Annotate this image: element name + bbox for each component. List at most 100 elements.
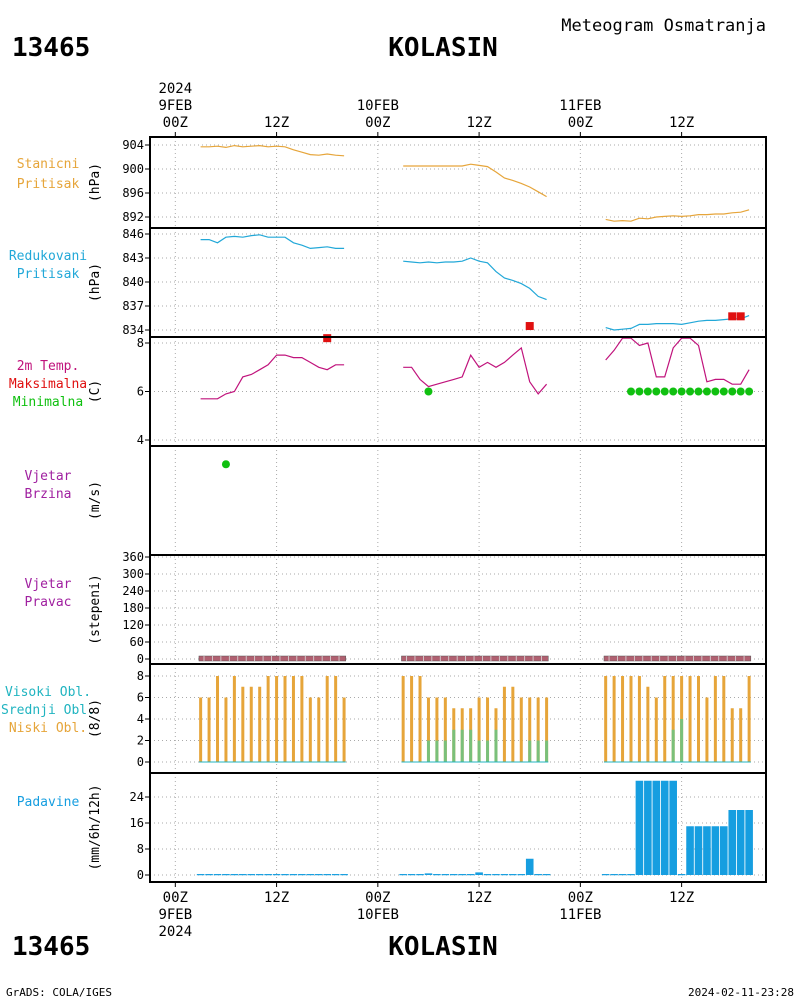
y-tick-label: 300 xyxy=(122,567,144,581)
precip-bar xyxy=(542,874,551,876)
panel-unit-label: (hPa) xyxy=(88,163,103,202)
panel-label: Pritisak xyxy=(17,267,80,282)
mid-cloud-bar xyxy=(671,729,675,762)
low-cloud-bar xyxy=(713,676,717,762)
low-cloud-bar xyxy=(637,676,641,762)
low-cloud-bar xyxy=(291,676,295,762)
precip-bar xyxy=(618,874,627,876)
y-tick-label: 900 xyxy=(122,162,144,176)
low-cloud-bar xyxy=(216,676,220,762)
panel-label: Stanicni xyxy=(17,157,80,172)
y-tick-label: 8 xyxy=(137,336,144,350)
low-cloud-bar xyxy=(629,676,633,762)
low-cloud-bar xyxy=(325,676,329,762)
precip-bar xyxy=(458,874,467,876)
panel-label: Vjetar xyxy=(25,577,72,592)
panel-label: Minimalna xyxy=(13,395,83,410)
precip-bar xyxy=(728,810,737,875)
precip-bar xyxy=(399,874,407,876)
precip-bar xyxy=(677,874,686,876)
precip-bar xyxy=(314,874,323,876)
low-cloud-bar xyxy=(435,697,439,762)
precip-bar xyxy=(306,874,315,876)
low-cloud-bar xyxy=(275,676,279,762)
precip-bar xyxy=(652,780,661,875)
precip-bar xyxy=(331,874,340,876)
low-cloud-bar xyxy=(317,697,321,762)
precip-bar xyxy=(686,826,694,875)
y-tick-label: 892 xyxy=(122,210,144,224)
tmin-marker xyxy=(635,387,644,396)
precip-bar xyxy=(196,874,205,876)
time-label-date-top: 9FEB xyxy=(158,98,192,114)
temperature-line xyxy=(403,346,548,395)
mid-cloud-bar xyxy=(528,740,532,762)
mid-cloud-bar xyxy=(460,729,464,762)
y-tick-label: 180 xyxy=(122,601,144,615)
precip-bar xyxy=(644,780,652,875)
y-tick-label: 60 xyxy=(130,635,144,649)
tmin-marker xyxy=(719,387,728,396)
time-label-hour-bottom: 12Z xyxy=(264,890,289,906)
tmax-marker xyxy=(736,312,745,321)
time-label-date-bottom: 11FEB xyxy=(559,907,601,923)
meteogram-title: Meteogram Osmatranja xyxy=(561,16,766,36)
low-cloud-bar xyxy=(266,676,270,762)
low-cloud-bar xyxy=(418,676,422,762)
mid-cloud-bar xyxy=(443,740,447,762)
y-tick-label: 4 xyxy=(137,433,144,447)
tmin-marker xyxy=(745,387,754,396)
precip-bar xyxy=(517,874,526,876)
panel-label: Niski Obl. xyxy=(9,721,87,736)
precip-bar xyxy=(255,874,264,876)
tmin-marker xyxy=(702,387,711,396)
low-cloud-bar xyxy=(224,697,228,762)
wind-direction-bar xyxy=(198,655,347,662)
station_pressure-line xyxy=(200,144,345,157)
tmin-marker xyxy=(643,387,652,396)
low-cloud-bar xyxy=(258,686,262,762)
station_pressure-line xyxy=(605,209,750,222)
panel-unit-label: (hPa) xyxy=(88,263,103,302)
low-cloud-bar xyxy=(300,676,304,762)
reduced_pressure-line xyxy=(403,257,547,301)
low-cloud-bar xyxy=(671,676,675,762)
mid-cloud-bar xyxy=(680,719,684,762)
low-cloud-bar xyxy=(536,697,540,762)
precip-bar xyxy=(627,874,635,876)
y-tick-label: 904 xyxy=(122,138,144,152)
y-tick-label: 6 xyxy=(137,691,144,705)
station-id-top: 13465 xyxy=(12,33,90,63)
y-tick-label: 0 xyxy=(137,868,144,882)
station-name-bottom: KOLASIN xyxy=(388,932,498,962)
y-tick-label: 8 xyxy=(137,842,144,856)
low-cloud-bar xyxy=(410,676,414,762)
precip-bar xyxy=(745,810,753,875)
y-tick-label: 16 xyxy=(130,816,144,830)
precip-bar xyxy=(230,874,239,876)
panel-unit-label: (mm/6h/12h) xyxy=(88,784,103,870)
panel-unit-label: (stepeni) xyxy=(88,574,103,644)
mid-cloud-bar xyxy=(536,740,540,762)
low-cloud-bar xyxy=(511,686,515,762)
panel-unit-label: (8/8) xyxy=(88,699,103,738)
low-cloud-bar xyxy=(528,697,532,762)
time-label-hour-bottom: 00Z xyxy=(365,890,390,906)
reduced_pressure-line xyxy=(605,315,750,331)
precip-bar xyxy=(492,874,500,876)
precip-bar xyxy=(239,874,247,876)
time-label-hour-top: 12Z xyxy=(669,115,694,131)
y-tick-label: 4 xyxy=(137,712,144,726)
precip-bar xyxy=(720,826,728,875)
low-cloud-bar xyxy=(241,686,245,762)
low-cloud-bar xyxy=(342,697,346,762)
low-cloud-bar xyxy=(696,676,700,762)
precip-bar xyxy=(407,874,416,876)
tmin-marker xyxy=(660,387,669,396)
precip-bar xyxy=(635,780,644,875)
low-cloud-bar xyxy=(283,676,287,762)
low-cloud-bar xyxy=(502,686,506,762)
low-cloud-bar xyxy=(612,676,616,762)
low-cloud-bar xyxy=(334,676,338,762)
tmin-marker xyxy=(424,387,433,396)
